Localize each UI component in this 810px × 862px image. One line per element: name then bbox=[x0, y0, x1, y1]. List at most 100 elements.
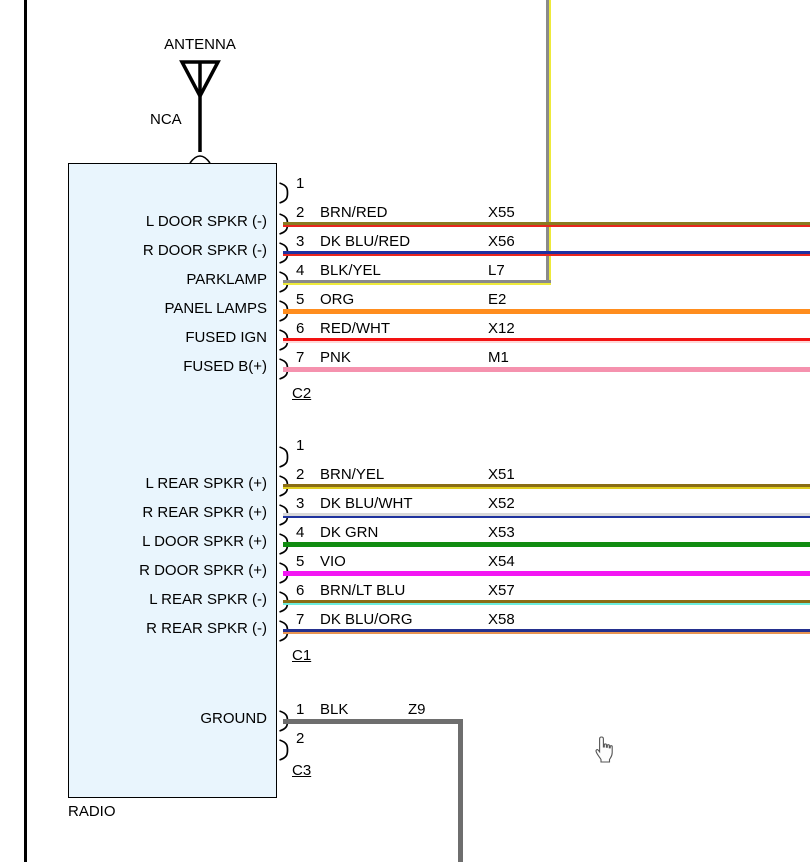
wire-color-label: BLK/YEL bbox=[320, 262, 381, 279]
diagram-frame-line bbox=[24, 0, 27, 862]
circuit-id-label: X54 bbox=[488, 553, 515, 570]
c2-pin5-row: 5 ORG E2 bbox=[0, 292, 810, 308]
c2-pin4-row: 4 BLK/YEL L7 bbox=[0, 263, 810, 279]
circuit-id-label: X57 bbox=[488, 582, 515, 599]
c3-pin1-row: 1 BLK Z9 bbox=[0, 702, 810, 718]
c2-pin5-wire bbox=[283, 309, 810, 314]
wire-color-label: ORG bbox=[320, 291, 355, 308]
circuit-id-label: E2 bbox=[488, 291, 507, 308]
c2-pin7-wire bbox=[283, 367, 810, 372]
c3-pin1-device-label: GROUND bbox=[200, 710, 267, 727]
circuit-id-label: L7 bbox=[488, 262, 505, 279]
wire-color-label: DK BLU/RED bbox=[320, 233, 411, 250]
c2-pin4-wire bbox=[283, 280, 551, 285]
c3-pin2-row: 2 bbox=[0, 731, 810, 747]
c1-pin3-device-label: R REAR SPKR (+) bbox=[142, 504, 267, 521]
antenna-icon bbox=[177, 58, 223, 164]
c1-pin5-row: 5 VIO X54 bbox=[0, 554, 810, 570]
c2-pin1-terminal-icon bbox=[278, 182, 290, 204]
wire-color-label: BLK bbox=[320, 701, 349, 718]
c1-pin7-wire bbox=[283, 629, 810, 634]
c1-pin7-device-label: R REAR SPKR (-) bbox=[146, 620, 267, 637]
pin-number: 3 bbox=[296, 233, 305, 250]
wire-color-label: RED/WHT bbox=[320, 320, 390, 337]
circuit-id-label: M1 bbox=[488, 349, 509, 366]
wire-color-label: BRN/LT BLU bbox=[320, 582, 406, 599]
circuit-id-label: X12 bbox=[488, 320, 515, 337]
c3-pin2-terminal-icon bbox=[278, 739, 290, 761]
c1-pin6-wire bbox=[283, 600, 810, 605]
wire-color-label: VIO bbox=[320, 553, 346, 570]
c2-pin7-device-label: FUSED B(+) bbox=[183, 358, 267, 375]
antenna-label: ANTENNA bbox=[164, 36, 236, 53]
c2-pin2-row: 2 BRN/RED X55 bbox=[0, 205, 810, 221]
c2-pin3-device-label: R DOOR SPKR (-) bbox=[142, 242, 267, 259]
c1-pin5-wire bbox=[283, 571, 810, 576]
pin-number: 2 bbox=[296, 730, 305, 747]
pin-number: 4 bbox=[296, 524, 305, 541]
c1-pin4-row: 4 DK GRN X53 bbox=[0, 525, 810, 541]
wire-color-label: DK BLU/ORG bbox=[320, 611, 413, 628]
pin-number: 1 bbox=[296, 701, 305, 718]
pin-number: 3 bbox=[296, 495, 305, 512]
wire-color-label: DK GRN bbox=[320, 524, 379, 541]
radio-label: RADIO bbox=[68, 803, 116, 820]
c1-pin4-wire bbox=[283, 542, 810, 547]
circuit-id-label: X52 bbox=[488, 495, 515, 512]
c1-pin4-device-label: L DOOR SPKR (+) bbox=[142, 533, 267, 550]
pin-number: 1 bbox=[296, 437, 305, 454]
antenna-code-label: NCA bbox=[150, 111, 182, 128]
c1-pin2-row: 2 BRN/YEL X51 bbox=[0, 467, 810, 483]
wire-color-label: PNK bbox=[320, 349, 351, 366]
c2-pin7-row: 7 PNK M1 bbox=[0, 350, 810, 366]
c2-pin2-device-label: L DOOR SPKR (-) bbox=[145, 213, 267, 230]
circuit-id-label: X53 bbox=[488, 524, 515, 541]
c1-pin2-device-label: L REAR SPKR (+) bbox=[145, 475, 267, 492]
pin-number: 2 bbox=[296, 204, 305, 221]
c2-pin6-row: 6 RED/WHT X12 bbox=[0, 321, 810, 337]
c1-pin7-row: 7 DK BLU/ORG X58 bbox=[0, 612, 810, 628]
blk-yel-wire-vertical bbox=[546, 0, 551, 285]
hand-pointer-cursor-icon bbox=[592, 734, 616, 764]
c2-pin6-wire bbox=[283, 338, 810, 343]
wire-color-label: DK BLU/WHT bbox=[320, 495, 413, 512]
pin-number: 7 bbox=[296, 611, 305, 628]
pin-number: 5 bbox=[296, 553, 305, 570]
c2-pin5-device-label: PANEL LAMPS bbox=[164, 300, 267, 317]
c1-pin6-row: 6 BRN/LT BLU X57 bbox=[0, 583, 810, 599]
circuit-id-label: X58 bbox=[488, 611, 515, 628]
c2-pin1-row: 1 bbox=[0, 176, 810, 192]
connector-c1-label[interactable]: C1 bbox=[292, 647, 312, 664]
connector-c3-label[interactable]: C3 bbox=[292, 762, 312, 779]
pin-number: 5 bbox=[296, 291, 305, 308]
wire-color-label: BRN/YEL bbox=[320, 466, 385, 483]
pin-number: 6 bbox=[296, 582, 305, 599]
c1-pin6-device-label: L REAR SPKR (-) bbox=[149, 591, 267, 608]
pin-number: 4 bbox=[296, 262, 305, 279]
radio-component-box bbox=[68, 163, 277, 798]
circuit-id-label: X51 bbox=[488, 466, 515, 483]
c3-ground-wire-vertical bbox=[458, 719, 463, 862]
c2-pin4-device-label: PARKLAMP bbox=[186, 271, 267, 288]
c2-pin6-device-label: FUSED IGN bbox=[185, 329, 267, 346]
c1-pin3-wire bbox=[283, 513, 810, 518]
c2-pin3-row: 3 DK BLU/RED X56 bbox=[0, 234, 810, 250]
c1-pin1-terminal-icon bbox=[278, 446, 290, 468]
c1-pin5-device-label: R DOOR SPKR (+) bbox=[139, 562, 267, 579]
pin-number: 1 bbox=[296, 175, 305, 192]
pin-number: 2 bbox=[296, 466, 305, 483]
c1-pin1-row: 1 bbox=[0, 438, 810, 454]
c1-pin3-row: 3 DK BLU/WHT X52 bbox=[0, 496, 810, 512]
circuit-id-label: X56 bbox=[488, 233, 515, 250]
wire-color-label: BRN/RED bbox=[320, 204, 388, 221]
connector-c2-label[interactable]: C2 bbox=[292, 385, 312, 402]
c2-pin2-wire bbox=[283, 222, 810, 227]
pin-number: 6 bbox=[296, 320, 305, 337]
c2-pin3-wire bbox=[283, 251, 810, 256]
c3-pin1-wire bbox=[283, 719, 462, 724]
circuit-id-label: X55 bbox=[488, 204, 515, 221]
circuit-id-label: Z9 bbox=[408, 701, 426, 718]
pin-number: 7 bbox=[296, 349, 305, 366]
c1-pin2-wire bbox=[283, 484, 810, 489]
